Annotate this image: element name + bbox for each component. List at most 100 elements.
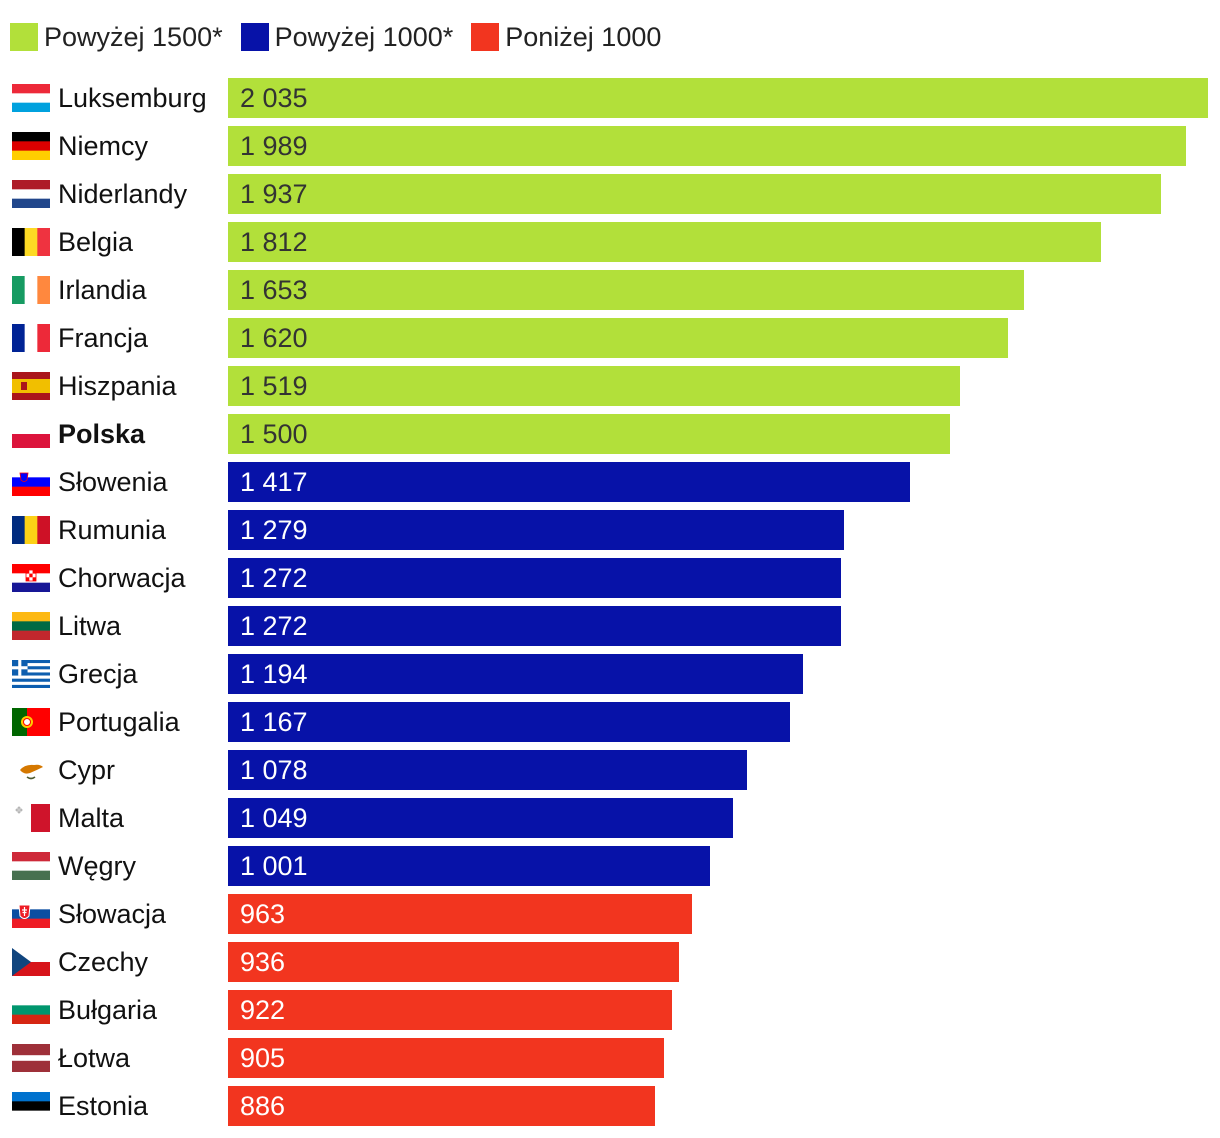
czechia-flag-icon: [12, 948, 50, 976]
category-label-lotwa: Łotwa: [58, 1043, 131, 1073]
value-label-slowacja: 963: [240, 899, 286, 929]
poland-flag-icon: [12, 420, 50, 448]
category-label-chorwacja: Chorwacja: [58, 563, 186, 593]
value-label-slowenia: 1 417: [240, 467, 308, 497]
bar-row-portugalia: Portugalia 1 167: [0, 702, 1220, 742]
category-label-litwa: Litwa: [58, 611, 122, 641]
value-label-belgia: 1 812: [240, 227, 308, 257]
bar-francja: [228, 318, 1008, 358]
value-label-bulgaria: 922: [240, 995, 286, 1025]
category-label-rumunia: Rumunia: [58, 515, 167, 545]
bar-row-irlandia: Irlandia 1 653: [0, 270, 1220, 310]
hungary-flag-icon: [12, 852, 50, 880]
legend-swatch-above-1500: [10, 23, 38, 51]
romania-flag-icon: [12, 516, 50, 544]
ireland-flag-icon: [12, 276, 50, 304]
bar-wegry: [228, 846, 710, 886]
value-label-francja: 1 620: [240, 323, 308, 353]
value-label-polska: 1 500: [240, 419, 308, 449]
legend-swatch-above-1000: [240, 23, 269, 51]
value-label-cypr: 1 078: [240, 755, 308, 785]
bar-row-niemcy: Niemcy 1 989: [0, 126, 1220, 166]
bar-row-cypr: Cypr 1 078: [0, 750, 1220, 790]
bar-row-wegry: Węgry 1 001: [0, 846, 1220, 886]
value-label-litwa: 1 272: [240, 611, 308, 641]
category-label-niderlandy: Niderlandy: [58, 179, 188, 209]
value-label-grecja: 1 194: [240, 659, 308, 689]
value-label-chorwacja: 1 272: [240, 563, 308, 593]
slovenia-flag-icon: [12, 468, 50, 496]
category-label-luksemburg: Luksemburg: [58, 83, 207, 113]
bar-row-grecja: Grecja 1 194: [0, 654, 1220, 694]
bar-row-rumunia: Rumunia 1 279: [0, 510, 1220, 550]
luxembourg-flag-icon: [12, 84, 50, 112]
category-label-irlandia: Irlandia: [58, 275, 147, 305]
spain-flag-icon: [12, 372, 50, 400]
slovakia-flag-icon: [12, 900, 50, 928]
category-label-czechy: Czechy: [58, 947, 149, 977]
value-label-malta: 1 049: [240, 803, 308, 833]
bar-row-chorwacja: Chorwacja 1 272: [0, 558, 1220, 598]
bar-row-litwa: Litwa 1 272: [0, 606, 1220, 646]
bar-row-francja: Francja 1 620: [0, 318, 1220, 358]
category-label-estonia: Estonia: [58, 1091, 149, 1121]
category-label-portugalia: Portugalia: [58, 707, 180, 737]
category-label-belgia: Belgia: [58, 227, 134, 257]
bar-estonia: [228, 1086, 655, 1126]
value-label-irlandia: 1 653: [240, 275, 308, 305]
category-label-slowacja: Słowacja: [58, 899, 167, 929]
bulgaria-flag-icon: [12, 996, 50, 1024]
category-label-slowenia: Słowenia: [58, 467, 168, 497]
bar-cypr: [228, 750, 747, 790]
category-label-bulgaria: Bułgaria: [58, 995, 158, 1025]
lithuania-flag-icon: [12, 612, 50, 640]
value-label-rumunia: 1 279: [240, 515, 308, 545]
bar-rumunia: [228, 510, 844, 550]
bar-row-lotwa: Łotwa 905: [0, 1038, 1220, 1078]
value-label-portugalia: 1 167: [240, 707, 308, 737]
bar-row-polska: Polska 1 500: [0, 414, 1220, 454]
bar-row-estonia: Estonia 886: [0, 1086, 1220, 1126]
category-label-hiszpania: Hiszpania: [58, 371, 177, 401]
bar-bulgaria: [228, 990, 672, 1030]
value-label-niemcy: 1 989: [240, 131, 308, 161]
bar-polska: [228, 414, 950, 454]
bar-czechy: [228, 942, 679, 982]
category-label-wegry: Węgry: [58, 851, 137, 881]
legend-item-above-1500: Powyżej 1500*: [10, 22, 223, 53]
category-label-niemcy: Niemcy: [58, 131, 149, 161]
legend-item-above-1000: Powyżej 1000*: [240, 21, 454, 53]
portugal-flag-icon: [12, 708, 50, 736]
value-label-niderlandy: 1 937: [240, 179, 308, 209]
bar-row-malta: Malta 1 049: [0, 798, 1220, 838]
bar-hiszpania: [228, 366, 960, 406]
bar-chorwacja: [228, 558, 841, 598]
value-label-hiszpania: 1 519: [240, 371, 308, 401]
value-label-wegry: 1 001: [240, 851, 308, 881]
belgium-flag-icon: [12, 228, 50, 256]
value-label-luksemburg: 2 035: [240, 83, 308, 113]
bar-row-belgia: Belgia 1 812: [0, 222, 1220, 262]
bar-irlandia: [228, 270, 1024, 310]
category-label-malta: Malta: [58, 803, 125, 833]
bar-row-luksemburg: Luksemburg 2 035: [0, 78, 1220, 118]
category-label-francja: Francja: [58, 323, 149, 353]
value-label-czechy: 936: [240, 947, 286, 977]
bar-litwa: [228, 606, 841, 646]
france-flag-icon: [12, 324, 50, 352]
legend-label-above-1000: Powyżej 1000*: [274, 21, 454, 52]
chart-legend: Powyżej 1500* Powyżej 1000* Poniżej 1000: [10, 18, 679, 56]
bar-malta: [228, 798, 733, 838]
legend-swatch-below-1000: [471, 23, 500, 51]
malta-flag-icon: [12, 804, 50, 832]
value-label-lotwa: 905: [240, 1043, 286, 1073]
bar-slowacja: [228, 894, 692, 934]
bar-luksemburg: [228, 78, 1208, 118]
legend-label-above-1500: Powyżej 1500*: [44, 21, 223, 52]
germany-flag-icon: [12, 132, 50, 160]
bar-row-bulgaria: Bułgaria 922: [0, 990, 1220, 1030]
legend-label-below-1000: Poniżej 1000: [505, 21, 662, 52]
value-label-estonia: 886: [240, 1091, 286, 1121]
bar-niderlandy: [228, 174, 1161, 214]
